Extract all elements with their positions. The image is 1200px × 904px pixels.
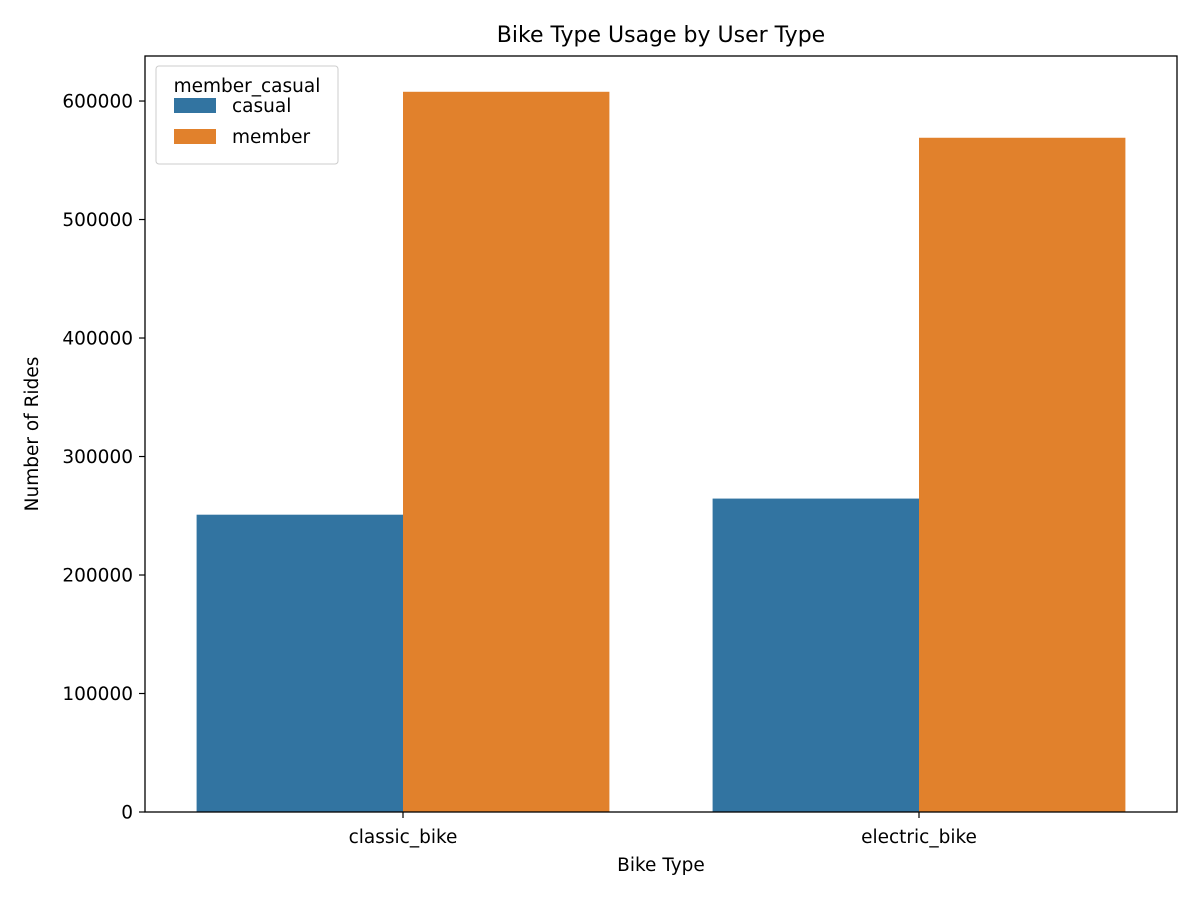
x-axis-label: Bike Type — [617, 855, 705, 876]
chart-title: Bike Type Usage by User Type — [497, 23, 825, 48]
x-tick-label: electric_bike — [861, 827, 977, 848]
bar-member-electric_bike — [919, 137, 1126, 813]
x-tick-label: classic_bike — [349, 827, 458, 848]
y-axis-label: Number of Rides — [22, 357, 43, 512]
legend-title: member_casual — [174, 76, 321, 97]
legend-swatch-casual — [174, 98, 216, 113]
y-tick-label: 0 — [121, 803, 133, 824]
y-tick-label: 400000 — [62, 329, 133, 350]
legend: member_casual casual member — [155, 65, 339, 165]
x-axis: classic_bike electric_bike — [349, 812, 977, 848]
bars-layer — [196, 91, 1126, 813]
bar-casual-electric_bike — [712, 498, 919, 812]
y-tick-label: 600000 — [62, 92, 133, 113]
legend-swatch-member — [174, 129, 216, 144]
legend-label-member: member — [232, 127, 311, 148]
bar-member-classic_bike — [403, 91, 610, 812]
y-tick-label: 500000 — [62, 210, 133, 231]
y-tick-label: 300000 — [62, 447, 133, 468]
y-tick-label: 100000 — [62, 684, 133, 705]
plot-frame — [144, 55, 1178, 813]
y-tick-label: 200000 — [62, 566, 133, 587]
legend-items: casual member — [174, 96, 311, 148]
legend-label-casual: casual — [232, 96, 291, 117]
bar-casual-classic_bike — [196, 514, 403, 812]
y-axis: 0 100000 200000 300000 400000 500000 600000 — [62, 92, 145, 824]
